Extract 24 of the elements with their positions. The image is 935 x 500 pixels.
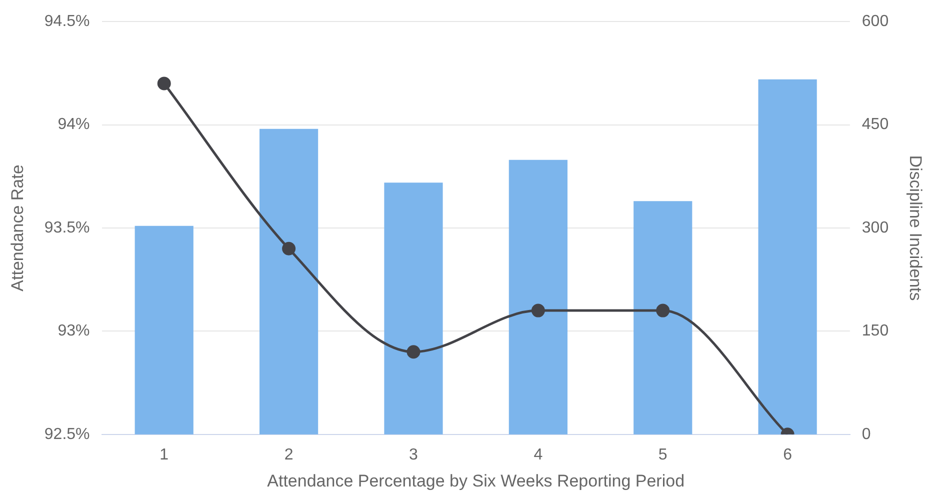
y2-tick-label: 150	[862, 322, 889, 340]
x-tick-label: 6	[783, 446, 792, 464]
point	[406, 345, 420, 359]
y2-tick-label: 450	[862, 116, 889, 134]
y2-tick-label: 0	[862, 426, 871, 443]
point	[656, 304, 670, 318]
point	[531, 304, 545, 318]
y-tick-label: 94.5%	[44, 13, 90, 30]
point	[157, 76, 171, 90]
x-tick-label: 2	[284, 446, 294, 464]
point	[282, 242, 296, 256]
x-tick-label: 1	[160, 446, 169, 464]
y-tick-label: 94%	[58, 116, 90, 134]
y-tick-label: 93%	[58, 322, 90, 340]
x-tick-label: 3	[409, 446, 418, 464]
x-axis-title: Attendance Percentage by Six Weeks Reporting Period	[267, 471, 685, 490]
y2-tick-label: 300	[862, 219, 889, 236]
x-tick-label: 5	[658, 446, 668, 464]
y2-tick-label: 600	[862, 13, 889, 30]
y-tick-label: 93.5%	[44, 219, 90, 236]
y-axis-title: Attendance Rate	[8, 164, 27, 292]
x-tick-label: 4	[534, 446, 543, 464]
y2-axis-title: Discipline Incidents	[906, 155, 926, 301]
y-tick-label: 92.5%	[44, 426, 90, 443]
